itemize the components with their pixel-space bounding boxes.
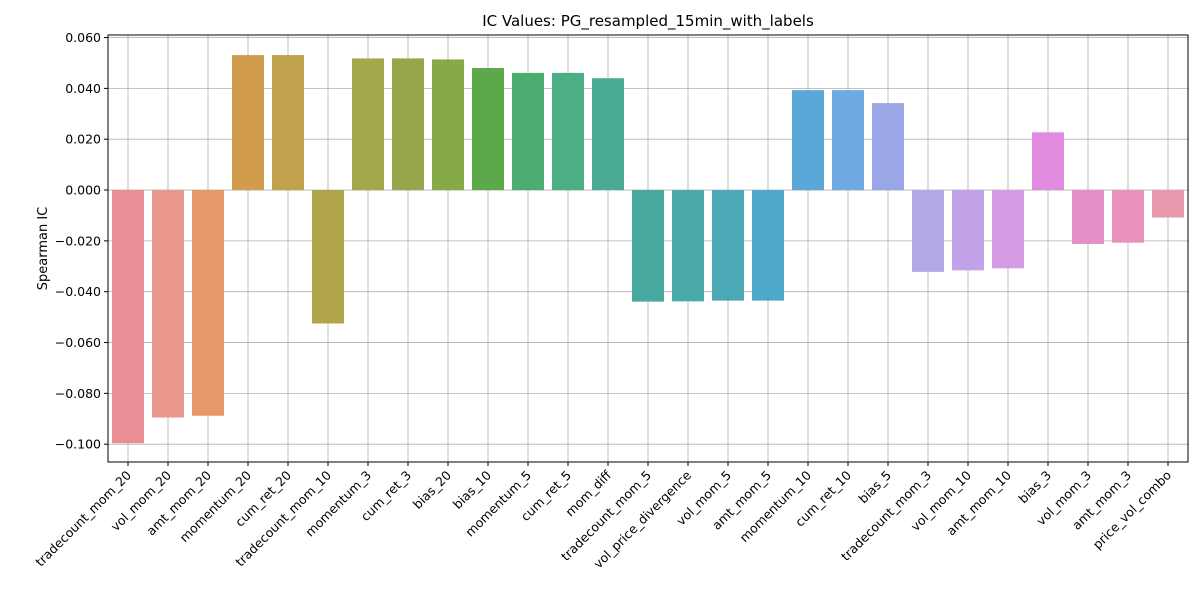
bar-mom-diff xyxy=(592,78,624,191)
bar-momentum-10 xyxy=(792,90,824,191)
bar-amt-mom-3 xyxy=(1112,190,1144,243)
y-tick-label: −0.080 xyxy=(55,386,101,401)
bar-amt-mom-5 xyxy=(752,190,784,301)
y-tick-label: −0.040 xyxy=(55,284,101,299)
y-axis-label: Spearman IC xyxy=(36,207,51,291)
y-tick-label: 0.020 xyxy=(65,132,101,147)
bar-bias-20 xyxy=(432,59,464,191)
y-tick-label: 0.000 xyxy=(65,183,101,198)
bar-vol-mom-5 xyxy=(712,190,744,301)
bar-cum-ret-20 xyxy=(272,55,304,191)
bar-vol-price-divergence xyxy=(672,190,704,302)
y-tick-label: −0.020 xyxy=(55,233,101,248)
bar-vol-mom-20 xyxy=(152,190,184,418)
bar-amt-mom-20 xyxy=(192,190,224,416)
y-tick-label: −0.060 xyxy=(55,335,101,350)
bar-tradecount-mom-5 xyxy=(632,190,664,302)
y-axis-ticks: −0.100 −0.080 −0.060 −0.040 −0.020 0.000 0.020… xyxy=(55,30,108,452)
bar-vol-mom-10 xyxy=(952,190,984,271)
bar-cum-ret-5 xyxy=(552,72,584,191)
bar-tradecount-mom-20 xyxy=(112,190,144,444)
y-tick-label: −0.100 xyxy=(55,437,101,452)
bar-momentum-20 xyxy=(232,55,264,191)
bar-bias-5 xyxy=(872,103,904,191)
bar-momentum-3 xyxy=(352,58,384,191)
bar-momentum-5 xyxy=(512,72,544,191)
bar-bias-10 xyxy=(472,68,504,191)
bar-tradecount-mom-10 xyxy=(312,190,344,324)
bar-cum-ret-10 xyxy=(832,90,864,191)
bar-tradecount-mom-3 xyxy=(912,190,944,272)
bar-price-vol-combo xyxy=(1152,190,1184,218)
bar-cum-ret-3 xyxy=(392,58,424,191)
bar-vol-mom-3 xyxy=(1072,190,1104,244)
y-tick-label: 0.060 xyxy=(65,30,101,45)
bar-amt-mom-10 xyxy=(992,190,1024,269)
chart-title: IC Values: PG_resampled_15min_with_label… xyxy=(482,12,814,31)
y-tick-label: 0.040 xyxy=(65,81,101,96)
bar-bias-3 xyxy=(1032,132,1064,191)
bars xyxy=(112,55,1184,444)
